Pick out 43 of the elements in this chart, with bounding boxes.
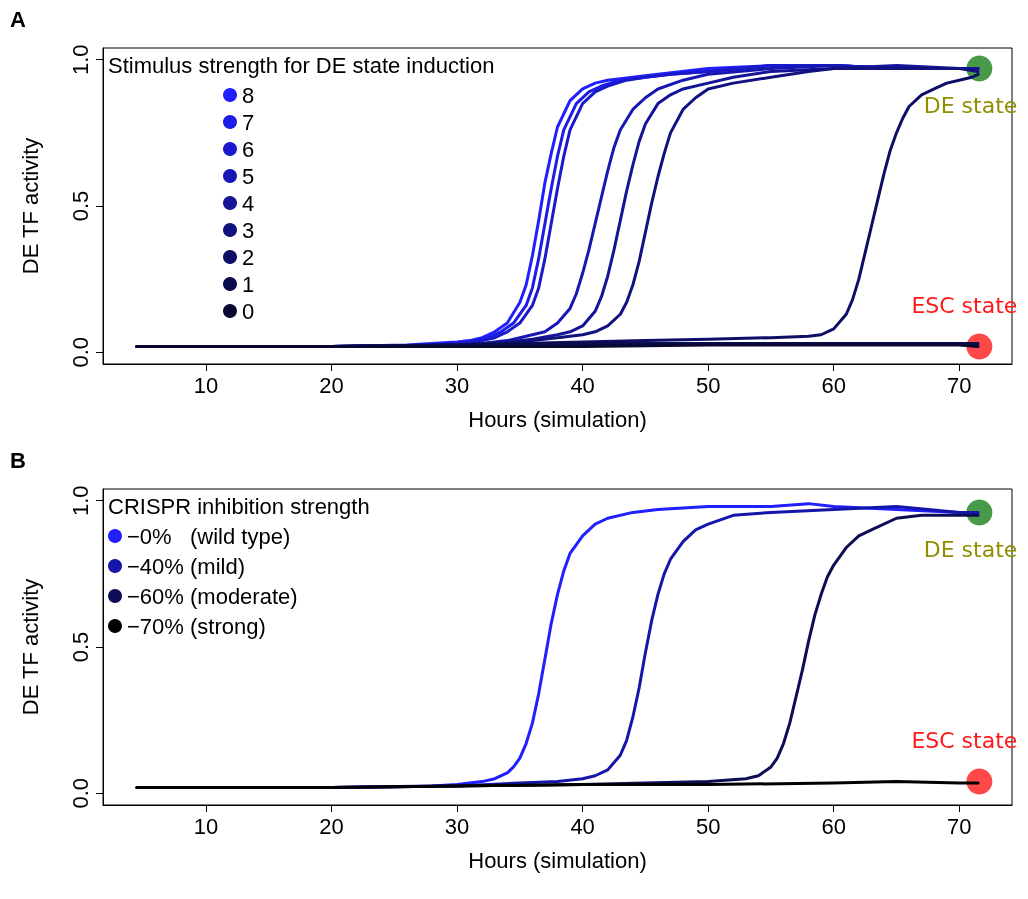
x-tick-label: 60 <box>821 813 846 839</box>
legend-title: CRISPR inhibition strength <box>108 493 370 519</box>
legend-label: 1 <box>242 271 255 297</box>
x-tick-label: 40 <box>570 372 595 398</box>
legend-label: −70% (strong) <box>127 613 266 639</box>
chart-title: B <box>10 447 26 473</box>
legend-label: 8 <box>242 82 255 108</box>
x-tick-label: 50 <box>695 813 721 839</box>
x-tick-label: 60 <box>821 372 846 398</box>
x-tick-label: 20 <box>319 813 344 839</box>
x-tick-label: 10 <box>193 813 219 839</box>
legend-label: 3 <box>242 217 255 243</box>
x-tick-label: 30 <box>444 813 470 839</box>
y-tick-label: 0.5 <box>67 631 93 663</box>
x-tick-label: 30 <box>444 372 470 398</box>
chart-title: A <box>10 6 26 32</box>
x-tick-label: 70 <box>947 372 972 398</box>
legend-label: 6 <box>242 136 255 162</box>
legend-label: 0 <box>242 298 255 324</box>
y-tick-label: 1.0 <box>67 44 93 75</box>
y-axis-title: DE TF activity <box>17 578 43 716</box>
legend-label: 2 <box>242 244 255 270</box>
legend-label: −40% (mild) <box>127 553 245 579</box>
legend-title: Stimulus strength for DE state induction <box>108 52 495 78</box>
y-tick-label: 1.0 <box>67 485 93 516</box>
legend-label: −60% (moderate) <box>127 583 298 609</box>
annotation: DE state <box>923 92 1018 118</box>
legend-label: −0% (wild type) <box>127 523 291 549</box>
y-tick-label: 0.5 <box>67 190 93 222</box>
legend-label: 5 <box>242 163 255 189</box>
x-axis-title: Hours (simulation) <box>468 406 647 432</box>
x-tick-label: 50 <box>695 372 721 398</box>
y-axis-title: DE TF activity <box>17 137 43 275</box>
x-tick-label: 20 <box>319 372 344 398</box>
x-tick-label: 10 <box>193 372 219 398</box>
annotation: DE state <box>923 536 1018 562</box>
x-axis-title: Hours (simulation) <box>468 847 647 873</box>
x-tick-label: 40 <box>570 813 595 839</box>
y-tick-label: 0.0 <box>67 337 93 368</box>
x-tick-label: 70 <box>947 813 972 839</box>
legend-label: 7 <box>242 109 255 135</box>
legend-label: 4 <box>242 190 255 216</box>
y-tick-label: 0.0 <box>67 778 93 809</box>
